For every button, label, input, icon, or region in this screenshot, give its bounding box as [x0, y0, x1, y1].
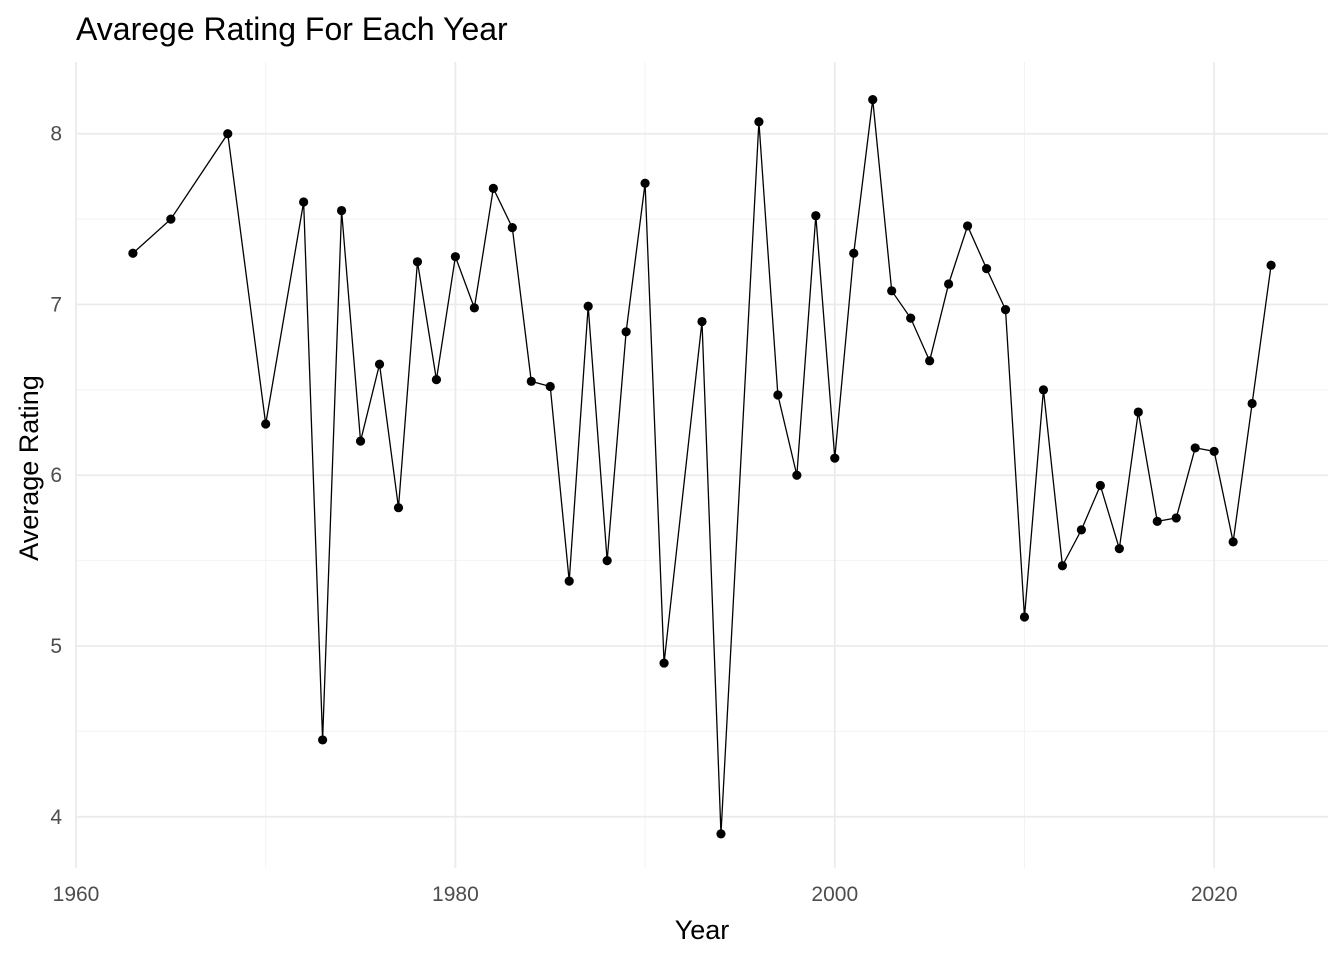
- data-point: [1076, 525, 1086, 535]
- data-point: [1228, 537, 1238, 547]
- data-point: [1266, 260, 1276, 270]
- data-point: [261, 419, 271, 429]
- y-axis-title: Average Rating: [14, 375, 44, 561]
- chart-title: Avarege Rating For Each Year: [76, 11, 508, 47]
- data-point: [716, 829, 726, 839]
- data-point: [336, 205, 347, 216]
- y-tick-label: 7: [50, 293, 62, 316]
- data-point: [868, 94, 878, 105]
- data-point: [962, 221, 973, 231]
- data-point: [1095, 480, 1105, 491]
- data-point: [507, 223, 517, 233]
- data-point: [412, 257, 423, 267]
- data-point: [318, 735, 328, 745]
- x-tick-label: 1960: [53, 883, 100, 906]
- data-point: [355, 436, 366, 446]
- data-point: [526, 376, 536, 386]
- data-point: [1000, 305, 1011, 315]
- data-point: [1171, 513, 1181, 523]
- data-point: [1057, 561, 1068, 571]
- data-point: [754, 117, 764, 127]
- data-point: [431, 375, 442, 385]
- data-point: [1038, 385, 1049, 395]
- data-points: [128, 94, 1276, 839]
- data-point: [849, 248, 859, 258]
- data-point: [697, 316, 707, 327]
- data-point: [621, 327, 631, 337]
- data-point: [564, 576, 574, 586]
- data-point: [659, 658, 669, 668]
- x-tick-label: 2000: [811, 883, 858, 906]
- data-point: [583, 301, 593, 311]
- major-gridlines: [75, 62, 1328, 868]
- data-point: [792, 470, 802, 480]
- data-point: [450, 252, 460, 262]
- data-point: [393, 503, 404, 513]
- data-point: [1114, 544, 1124, 554]
- y-tick-label: 5: [50, 635, 62, 658]
- data-point: [1190, 443, 1200, 453]
- data-point: [1152, 516, 1162, 526]
- y-tick-label: 6: [50, 464, 62, 487]
- y-axis-tick-labels: 4 5 6 7 8: [50, 123, 62, 829]
- data-point: [811, 211, 821, 221]
- data-point: [469, 303, 479, 313]
- data-point: [166, 214, 176, 224]
- data-point: [488, 183, 498, 193]
- data-point: [1133, 407, 1143, 417]
- data-point: [299, 197, 309, 207]
- data-point: [925, 356, 935, 366]
- data-point: [602, 556, 612, 566]
- data-point: [830, 453, 840, 463]
- data-point: [1019, 612, 1030, 622]
- data-point: [374, 359, 385, 369]
- data-point: [1209, 446, 1219, 456]
- y-tick-label: 8: [50, 123, 62, 146]
- data-point: [128, 248, 138, 258]
- data-point: [640, 178, 650, 188]
- minor-gridlines: [76, 62, 1328, 868]
- data-point: [906, 313, 916, 323]
- x-tick-label: 2020: [1191, 883, 1238, 906]
- data-point: [981, 264, 992, 274]
- x-axis-tick-labels: 1960 1980 2000 2020: [53, 883, 1238, 906]
- x-tick-label: 1980: [432, 883, 479, 906]
- y-tick-label: 4: [50, 806, 62, 829]
- data-point: [944, 279, 954, 289]
- series-line: [132, 99, 1272, 834]
- data-point: [773, 390, 783, 400]
- data-point: [1247, 398, 1257, 409]
- data-point: [887, 286, 897, 296]
- x-axis-title: Year: [675, 915, 730, 945]
- data-point: [223, 129, 233, 139]
- data-point: [545, 381, 555, 392]
